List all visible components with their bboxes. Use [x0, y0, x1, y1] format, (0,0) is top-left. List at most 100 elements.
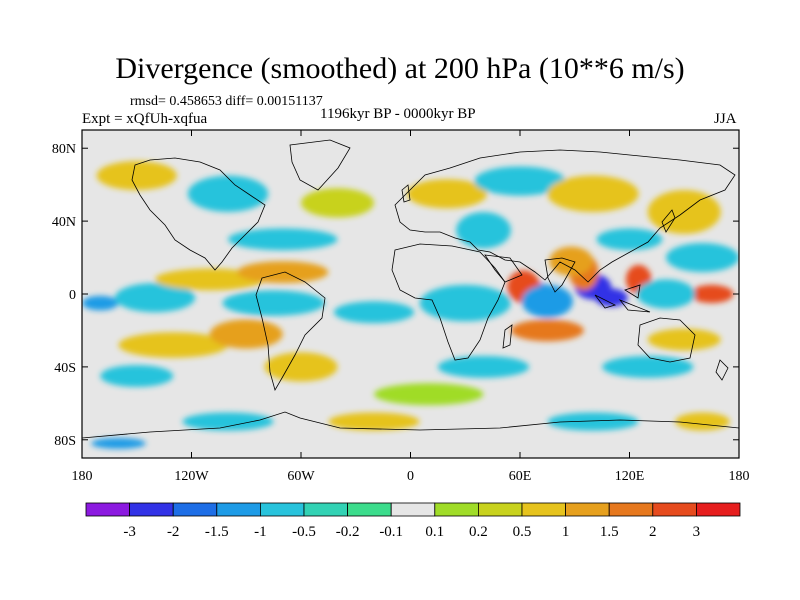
coast-arabia [484, 254, 523, 283]
period-label: 1196kyr BP - 0000kyr BP [320, 106, 476, 122]
coast-africa [391, 243, 506, 361]
y-tick-label: 40N [52, 215, 76, 230]
field-blob [100, 365, 174, 387]
field-blob [602, 355, 694, 378]
colorbar-label: 0.5 [513, 524, 532, 540]
divergence-field [82, 160, 739, 449]
colorbar-label: 2 [649, 524, 657, 540]
coast-south-america [255, 271, 326, 392]
colorbar-swatch [303, 502, 348, 517]
field-blob [301, 188, 374, 218]
colorbar-swatch [129, 502, 174, 517]
coast-new-zealand [715, 359, 729, 381]
field-blob [647, 328, 721, 351]
colorbar-swatch [608, 502, 654, 517]
field-blob [510, 319, 584, 342]
colorbar-label: 1 [562, 524, 570, 540]
coast-australia [637, 317, 696, 363]
field-blob [96, 160, 177, 191]
coastlines [82, 139, 739, 439]
season-label: JJA [714, 111, 737, 127]
x-tick-label: 60W [287, 469, 315, 484]
coast-antarctica [82, 411, 739, 439]
colorbar-label: -0.5 [292, 524, 316, 540]
field-blob [596, 228, 663, 251]
field-blob [155, 268, 265, 291]
field-blob [636, 279, 696, 309]
y-tick-label: 80N [52, 142, 76, 157]
colorbar-swatch [652, 502, 697, 517]
colorbar-swatch [85, 502, 130, 517]
colorbar-label: 1.5 [600, 524, 619, 540]
field-blob [374, 383, 484, 406]
field-blob [118, 332, 228, 358]
coast-madagascar [502, 324, 513, 349]
field-blob [675, 412, 730, 431]
colorbar-label: -1 [254, 524, 267, 540]
colorbar: -3 -2 -1.5 -1 -0.5 -0.2 -0.1 0.1 0.2 0.5 1 1.5 2 3 [85, 502, 741, 540]
x-tick-label: 0 [407, 469, 414, 484]
map-axes: 80N 40N 0 40S 80S 180 120W 60W 0 60E 120E 180 [52, 130, 750, 484]
field-blob [333, 301, 415, 324]
colorbar-swatch [696, 502, 741, 517]
field-blob [209, 319, 283, 349]
field-blob [264, 352, 338, 382]
x-tick-label: 180 [729, 469, 750, 484]
colorbar-swatch [216, 502, 261, 517]
field-blob [222, 290, 325, 316]
colorbar-label: 3 [693, 524, 701, 540]
coast-greenland [289, 139, 351, 191]
field-blob [521, 284, 573, 318]
field-blob [91, 437, 146, 449]
colorbar-label: 0.1 [425, 524, 444, 540]
field-blob [419, 284, 511, 322]
field-blob [406, 179, 488, 209]
coast-indonesia [594, 284, 651, 313]
colorbar-swatch [390, 502, 436, 517]
colorbar-swatch [477, 502, 523, 517]
field-blob [182, 412, 274, 431]
field-blob [437, 355, 530, 378]
x-tick-label: 60E [509, 469, 532, 484]
colorbar-label: -0.1 [379, 524, 403, 540]
field-blob [328, 412, 420, 431]
colorbar-swatch [521, 502, 566, 517]
field-blob [228, 228, 338, 251]
coast-uk [401, 184, 411, 203]
colorbar-swatch [172, 502, 218, 517]
field-blob [594, 288, 628, 307]
x-tick-label: 120E [615, 469, 645, 484]
field-blob [114, 283, 196, 313]
field-blob [666, 242, 739, 273]
field-blob [689, 284, 734, 304]
y-tick-label: 40S [54, 361, 76, 376]
colorbar-label: -1.5 [205, 524, 229, 540]
colorbar-swatch [347, 502, 392, 517]
plot-title: Divergence (smoothed) at 200 hPa (10**6 … [115, 52, 685, 85]
colorbar-swatch [434, 502, 479, 517]
field-blob [474, 166, 566, 196]
field-blob [547, 412, 639, 431]
colorbar-label: -3 [123, 524, 136, 540]
field-blob [456, 212, 511, 249]
experiment-label: Expt = xQfUh-xqfua [82, 111, 208, 127]
stats-line: rmsd= 0.458653 diff= 0.00151137 [130, 94, 323, 109]
colorbar-label: 0.2 [469, 524, 488, 540]
y-tick-label: 80S [54, 434, 76, 449]
colorbar-swatch [259, 502, 305, 517]
field-blob [187, 175, 269, 212]
coast-north-america [131, 157, 266, 271]
x-tick-label: 180 [72, 469, 93, 484]
coast-india [544, 257, 576, 293]
x-tick-label: 120W [174, 469, 209, 484]
field-blob [547, 175, 639, 212]
colorbar-label: -0.2 [336, 524, 360, 540]
colorbar-label: -2 [167, 524, 180, 540]
coast-japan [661, 209, 676, 233]
y-tick-label: 0 [69, 288, 76, 303]
colorbar-swatch [565, 502, 610, 517]
field-blob [82, 295, 119, 311]
coast-eurasia [394, 149, 736, 283]
field-blob [237, 261, 329, 284]
